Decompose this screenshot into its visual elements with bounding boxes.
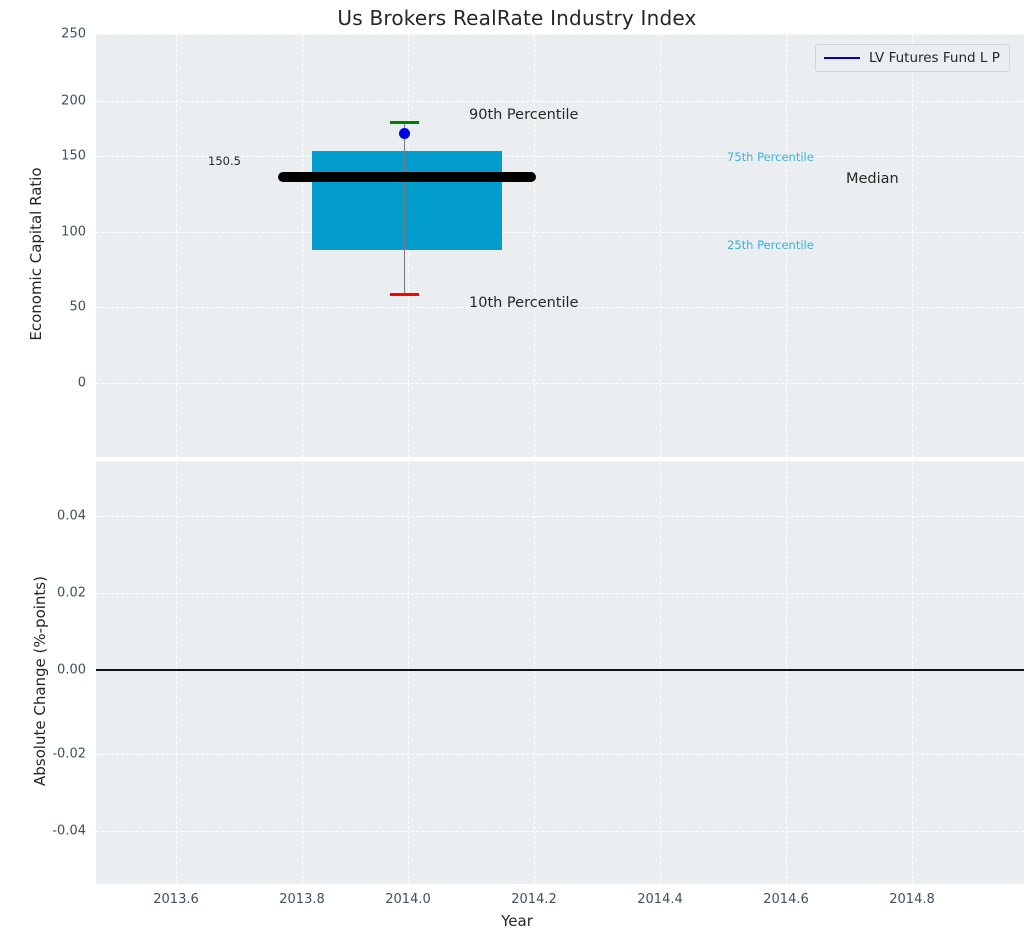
annotation-90th-percentile: 90th Percentile [469,107,579,123]
median-value-label: 150.5 [208,154,241,168]
gridline-x2-2014.4 [660,461,661,884]
annotation-10th-percentile: 10th Percentile [469,295,579,311]
gridline-y-0.04 [96,516,1024,517]
gridline-y-0 [96,383,1024,384]
zero-reference-line [96,669,1024,672]
xtick-2014.8: 2014.8 [889,892,935,907]
gridline-x-2013.6 [176,34,177,457]
ytick-top-50: 50 [69,299,86,315]
whisker-line [404,122,406,294]
gridline-x2-2014.6 [786,461,787,884]
xtick-2013.6: 2013.6 [153,892,199,907]
chart-legend[interactable]: LV Futures Fund L P [815,44,1010,72]
annotation-75th-percentile: 75th Percentile [727,150,814,164]
interquartile-box [312,151,502,250]
xtick-2013.8: 2013.8 [279,892,325,907]
annotation-median: Median [846,171,899,187]
subplot-absolute-change [96,461,1024,884]
median-line [278,172,536,182]
gridline-y-0.02 [96,593,1024,594]
gridline-x2-2014.0 [408,461,409,884]
gridline-x2-2014.2 [534,461,535,884]
gridline-y-200 [96,101,1024,102]
legend-entry-label: LV Futures Fund L P [869,50,1000,66]
xtick-2014.0: 2014.0 [385,892,431,907]
gridline-x-2013.8 [302,34,303,457]
x-axis-label: Year [501,912,533,930]
xtick-2014.4: 2014.4 [637,892,683,907]
y-axis-label-top: Economic Capital Ratio [27,167,45,341]
ytick-top-150: 150 [61,148,86,164]
gridline-y-100 [96,232,1024,233]
chart-title: Us Brokers RealRate Industry Index [337,6,697,30]
gridline-y-neg0.02 [96,754,1024,755]
gridline-x-2014.2 [534,34,535,457]
gridline-y-neg0.04 [96,831,1024,832]
y-axis-label-bottom: Absolute Change (%-points) [31,576,49,786]
gridline-x-2014.4 [660,34,661,457]
gridline-x2-2014.8 [912,461,913,884]
xtick-2014.6: 2014.6 [763,892,809,907]
cap-10th-percentile [390,293,419,296]
subplot-economic-capital-ratio: 150.5 90th Percentile 75th Percentile Me… [96,34,1024,457]
gridline-x2-2013.8 [302,461,303,884]
gridline-x-2014.8 [912,34,913,457]
ytick-top-200: 200 [61,93,86,109]
annotation-25th-percentile: 25th Percentile [727,238,814,252]
ytick-top-0: 0 [77,375,86,391]
gridline-x2-2013.6 [176,461,177,884]
cap-90th-percentile [390,121,419,124]
legend-line-icon [824,57,860,59]
xtick-2014.2: 2014.2 [511,892,557,907]
gridline-y-250 [96,34,1024,35]
ytick-top-100: 100 [61,224,86,240]
fund-data-point [399,128,410,139]
